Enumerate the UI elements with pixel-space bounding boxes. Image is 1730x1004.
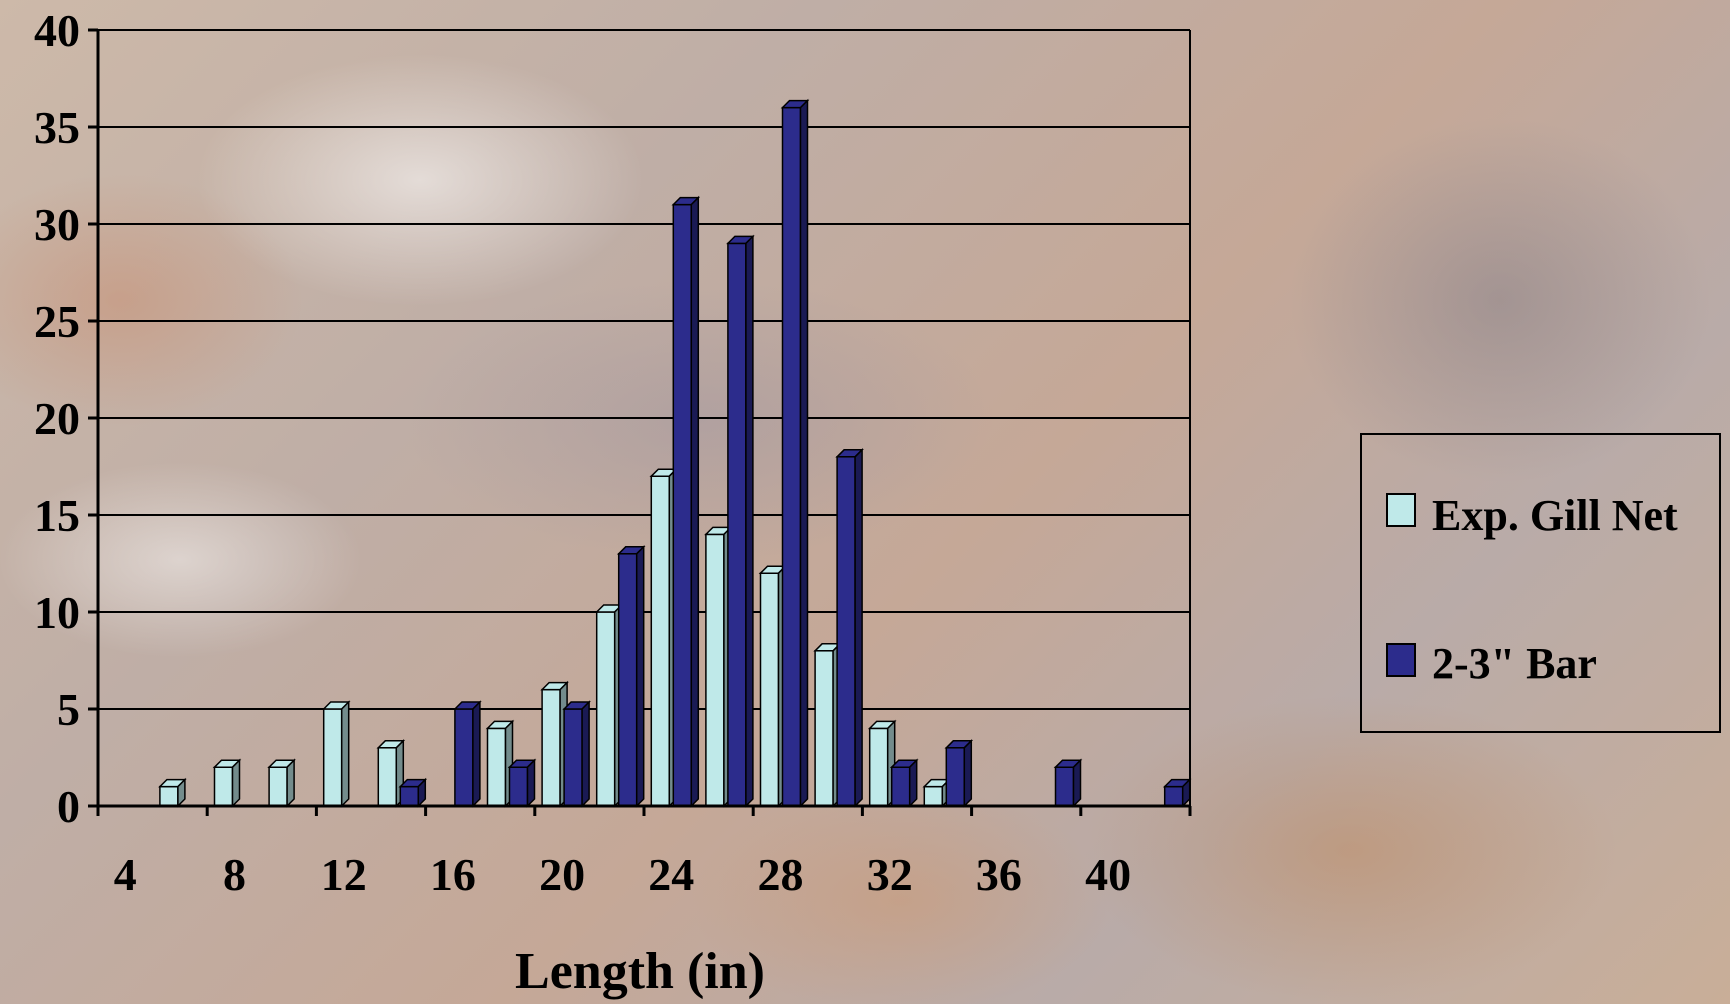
- legend-swatch-2-3-bar: [1386, 643, 1416, 677]
- bar-2-3-bar-24: [671, 195, 701, 808]
- bar-2-3-bar-14: [398, 777, 428, 808]
- bar-2-3-bar-34: [944, 738, 974, 808]
- bar-2-3-bar-38: [1053, 758, 1083, 808]
- gridlines: [98, 29, 1191, 806]
- bar-2-3-bar-32: [889, 758, 919, 808]
- x-tick-label-24: 24: [648, 849, 694, 900]
- bar-exp-gill-net-10: [267, 758, 296, 808]
- x-tick-label-8: 8: [223, 849, 246, 900]
- y-tick-label-5: 5: [57, 684, 80, 735]
- y-tick-label-30: 30: [34, 199, 80, 250]
- y-tick-label-20: 20: [34, 393, 80, 444]
- bar-exp-gill-net-32: [867, 719, 897, 808]
- x-tick-labels: 4 8 12 16 20 24 28 32 36 40: [114, 849, 1131, 900]
- legend-label-exp-gill-net: Exp. Gill Net: [1432, 491, 1678, 540]
- bars: [158, 98, 1192, 808]
- y-tick-label-35: 35: [34, 102, 80, 153]
- y-tick-label-0: 0: [57, 781, 80, 832]
- bar-exp-gill-net-8: [212, 758, 242, 808]
- x-tick-label-20: 20: [539, 849, 585, 900]
- bar-2-3-bar-42: [1162, 777, 1192, 808]
- bar-exp-gill-net-12: [321, 700, 351, 808]
- x-tick-label-12: 12: [321, 849, 367, 900]
- x-tick-label-36: 36: [976, 849, 1022, 900]
- x-tick-label-16: 16: [430, 849, 476, 900]
- x-tick-label-32: 32: [867, 849, 913, 900]
- y-tick-labels: 0 5 10 15 20 25 30 35 40: [34, 5, 80, 832]
- bar-2-3-bar-18: [507, 758, 537, 808]
- legend-swatch-exp-gill-net: [1386, 493, 1416, 527]
- legend-box: [1360, 433, 1721, 733]
- x-tick-label-28: 28: [758, 849, 804, 900]
- legend: Exp. Gill Net 2-3" Bar: [1360, 433, 1721, 733]
- bar-2-3-bar-22: [616, 544, 646, 808]
- bar-2-3-bar-30: [835, 447, 864, 808]
- y-tick-label-15: 15: [34, 490, 80, 541]
- bar-exp-gill-net-6: [158, 777, 187, 808]
- legend-label-2-3-bar: 2-3" Bar: [1432, 639, 1597, 688]
- y-tick-label-10: 10: [34, 587, 80, 638]
- bar-2-3-bar-28: [780, 98, 810, 808]
- x-axis-title: Length (in): [515, 943, 765, 1000]
- bar-2-3-bar-26: [726, 234, 755, 808]
- y-tick-label-40: 40: [34, 5, 80, 56]
- x-tick-label-4: 4: [114, 849, 137, 900]
- y-tick-label-25: 25: [34, 296, 80, 347]
- axes: [88, 28, 1192, 816]
- bar-2-3-bar-16: [453, 700, 482, 808]
- x-tick-label-40: 40: [1085, 849, 1131, 900]
- bar-2-3-bar-20: [562, 700, 591, 808]
